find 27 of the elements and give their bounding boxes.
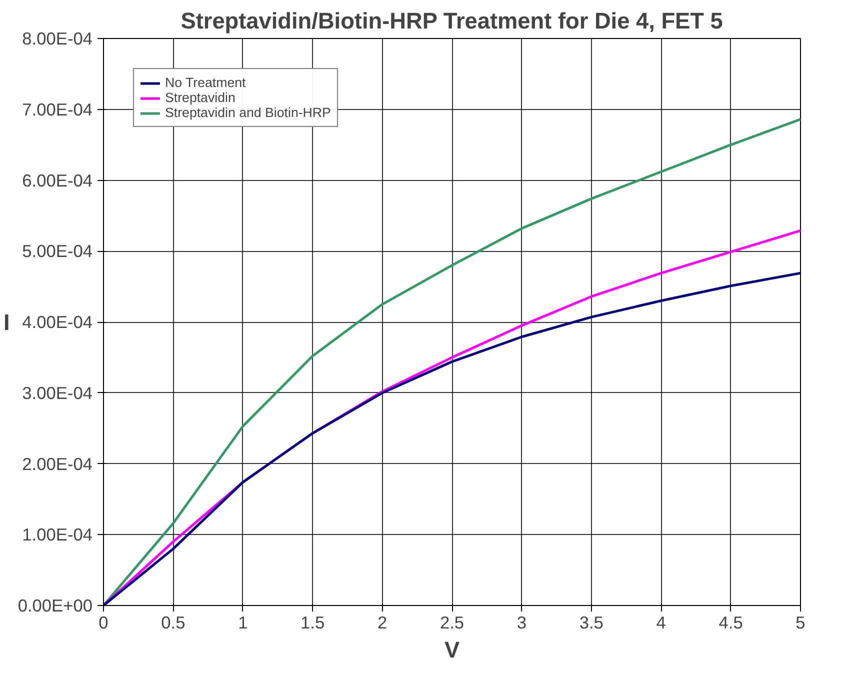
y-tick-label: 1.00E-04 <box>22 524 93 545</box>
x-tick-label: 2.5 <box>440 612 464 632</box>
x-tick-label: 4.5 <box>718 612 743 632</box>
x-tick-label: 5 <box>796 612 806 632</box>
legend-label: Streptavidin <box>165 90 236 105</box>
y-tick-label: 4.00E-04 <box>22 312 93 332</box>
x-axis-title: V <box>444 636 460 662</box>
y-tick-label: 2.00E-04 <box>22 454 93 474</box>
x-tick-label: 1.5 <box>300 612 325 632</box>
x-tick-label: 1 <box>238 612 248 632</box>
y-tick-label: 0.00E+00 <box>18 596 93 616</box>
y-tick-label: 6.00E-04 <box>22 170 93 190</box>
y-tick-label: 8.00E-04 <box>22 28 93 48</box>
chart-title: Streptavidin/Biotin-HRP Treatment for Die 4, FET 5 <box>180 8 723 34</box>
legend-label: No Treatment <box>165 75 246 90</box>
line-series <box>104 118 800 606</box>
y-tick-label: 5.00E-04 <box>22 241 93 262</box>
x-tick-label: 4 <box>656 612 666 632</box>
x-tick-label: 2 <box>377 612 388 632</box>
x-tick-label: 0 <box>98 612 108 632</box>
x-tick-label: 0.5 <box>161 612 186 632</box>
x-tick-label: 3.5 <box>579 612 604 632</box>
legend-label: Streptavidin and Biotin-HRP <box>165 105 331 120</box>
x-tick-label: 3 <box>516 612 527 632</box>
y-tick-label: 3.00E-04 <box>22 382 93 403</box>
y-axis-title: I <box>4 309 10 335</box>
y-tick-label: 7.00E-04 <box>22 99 93 120</box>
